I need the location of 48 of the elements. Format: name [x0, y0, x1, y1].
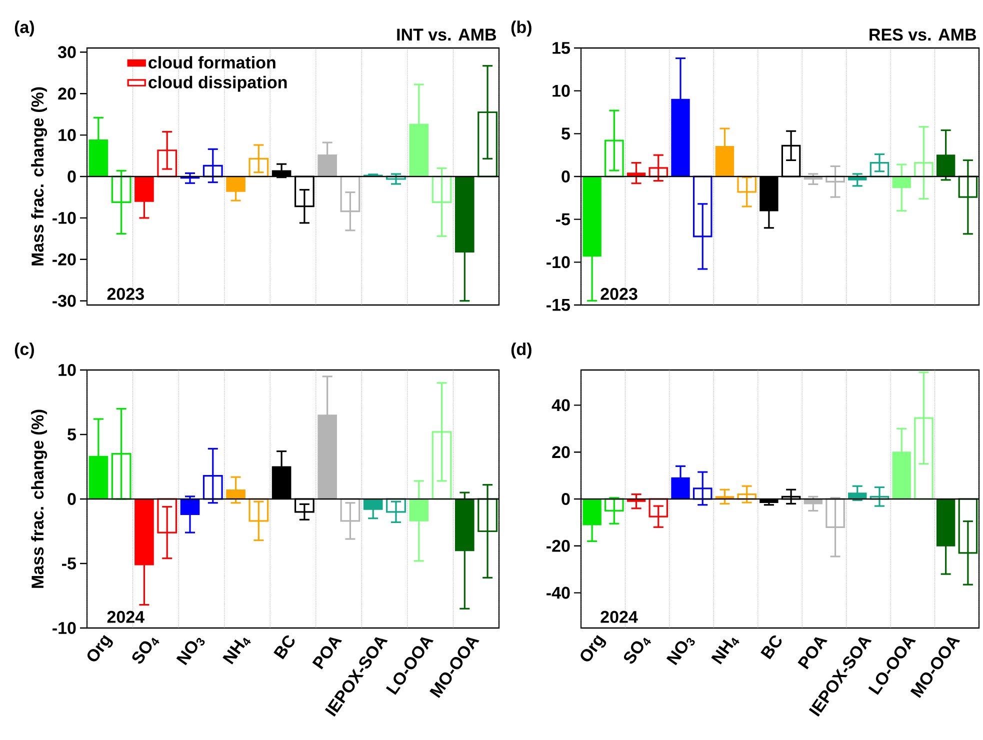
y-tick-label: -10 — [52, 212, 76, 224]
y-tick-label: 40 — [552, 399, 570, 412]
x-tick-label: NO$_{3}$ — [176, 638, 205, 666]
y-tick-label: 10 — [58, 129, 76, 142]
x-tick-label: BC — [274, 636, 295, 660]
legend-label: cloud formation — [148, 56, 276, 69]
x-tick-label: BC — [760, 636, 782, 660]
y-tick-label: -10 — [52, 622, 76, 634]
annotation: 2024 — [107, 610, 144, 623]
y-tick-label: 0 — [562, 170, 570, 183]
x-tick-label: SO$_{4}$ — [132, 638, 160, 664]
text: (d) — [511, 342, 532, 358]
annotation: 2024 — [600, 610, 638, 623]
y-tick-label: -10 — [546, 256, 570, 268]
y-tick-label: 5 — [562, 128, 570, 140]
chart-title: RES vs. AMB — [870, 28, 976, 41]
x-tick-label: NO$_{3}$ — [666, 638, 695, 666]
x-tick-label: NH$_{4}$ — [222, 638, 251, 664]
y-tick-label: 10 — [552, 84, 570, 97]
y-tick-label: 0 — [562, 492, 570, 506]
y-axis-title: Mass frac. change (%) — [31, 410, 48, 588]
y-tick-label: 5 — [68, 428, 76, 440]
chart-title: INT vs. AMB — [397, 28, 496, 41]
annotation: 2023 — [107, 288, 144, 300]
y-tick-label: -5 — [62, 558, 76, 570]
x-tick-label: NH$_{4}$ — [711, 638, 740, 664]
y-axis-title: Mass frac. change (%) — [31, 87, 48, 266]
y-tick-label: -5 — [556, 213, 570, 226]
y-tick-label: -15 — [546, 299, 570, 311]
y-tick-label: 15 — [552, 42, 570, 54]
y-tick-label: 0 — [68, 492, 76, 506]
text: (a) — [14, 20, 34, 37]
x-tick-label: Org — [87, 634, 113, 662]
y-tick-label: 10 — [58, 364, 76, 376]
y-tick-label: -20 — [546, 540, 570, 552]
x-tick-label: SO$_{4}$ — [624, 638, 652, 664]
y-tick-label: 20 — [58, 88, 76, 100]
y-tick-label: -30 — [52, 294, 76, 307]
y-tick-label: -20 — [52, 253, 76, 266]
text: (c) — [14, 342, 34, 358]
y-tick-label: 0 — [68, 170, 76, 183]
y-tick-label: 20 — [552, 446, 570, 458]
y-tick-label: 30 — [58, 46, 76, 58]
legend-label: cloud dissipation — [148, 76, 287, 92]
x-tick-label: Org — [580, 634, 606, 662]
y-tick-label: -40 — [546, 586, 570, 599]
annotation: 2023 — [600, 288, 638, 300]
text: (b) — [511, 20, 532, 37]
